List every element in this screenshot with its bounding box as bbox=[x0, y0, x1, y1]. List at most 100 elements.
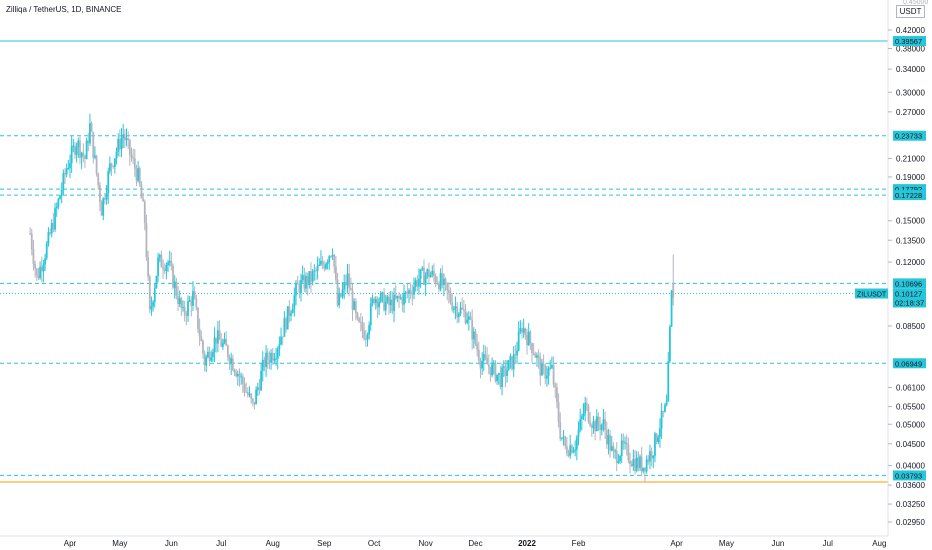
candle-body bbox=[167, 262, 169, 265]
candle-body bbox=[266, 352, 269, 360]
candle-body bbox=[564, 436, 567, 447]
candle-body bbox=[399, 297, 402, 299]
level-tag-bg bbox=[893, 470, 926, 481]
candle-body bbox=[589, 421, 592, 426]
candle-body bbox=[580, 416, 583, 420]
time-tick-label: Jul bbox=[823, 539, 833, 548]
candle-body bbox=[585, 402, 588, 406]
candle-body bbox=[192, 291, 194, 306]
candle-body bbox=[59, 195, 61, 200]
candle-body bbox=[133, 158, 136, 169]
candle-body bbox=[645, 459, 648, 472]
candle-body bbox=[90, 123, 93, 132]
candle-body bbox=[529, 331, 532, 344]
candle-body bbox=[649, 451, 651, 462]
candle-body bbox=[168, 260, 171, 263]
candle-body bbox=[582, 413, 585, 417]
candle-body bbox=[403, 292, 405, 305]
price-tick-label: 0.13500 bbox=[896, 236, 925, 245]
candle-body bbox=[406, 292, 409, 294]
price-tick-label: 0.04000 bbox=[896, 462, 925, 471]
candle-body bbox=[519, 328, 522, 332]
candle-body bbox=[454, 306, 457, 309]
candle-body bbox=[527, 331, 530, 346]
candle-body bbox=[308, 271, 311, 286]
candle-body bbox=[220, 339, 223, 347]
candle-body bbox=[436, 282, 439, 284]
time-axis[interactable]: Apr May Jun Jul Aug Sep Oct Nov Dec 2022 Feb Apr May… bbox=[64, 539, 887, 548]
candle-body bbox=[270, 352, 272, 363]
candle-body bbox=[414, 280, 417, 287]
candle-body bbox=[396, 295, 399, 299]
candle-body bbox=[452, 308, 455, 310]
candle-body bbox=[142, 198, 145, 202]
candle-body bbox=[278, 344, 281, 350]
time-tick-label: May bbox=[112, 539, 127, 548]
level-tag-bg bbox=[893, 36, 926, 47]
candle-body bbox=[238, 373, 241, 377]
candle-body bbox=[333, 254, 336, 267]
time-tick-label: Feb bbox=[572, 539, 586, 548]
candle-body bbox=[371, 298, 374, 304]
last-price-label: 0.10127 bbox=[895, 290, 922, 299]
candle-body bbox=[665, 401, 668, 406]
candle-body bbox=[514, 354, 517, 356]
price-axis-top-value: 0.45000 bbox=[903, 0, 929, 6]
candle-body bbox=[62, 172, 65, 190]
candle-body bbox=[150, 306, 153, 310]
candle-body bbox=[597, 416, 600, 425]
candle-body bbox=[246, 391, 249, 396]
candle-body bbox=[457, 313, 460, 318]
candle-body bbox=[625, 442, 628, 445]
candle-body bbox=[424, 275, 427, 285]
candle-body bbox=[359, 321, 362, 323]
candle-body bbox=[250, 393, 253, 399]
candle-body bbox=[652, 455, 655, 459]
price-tick-label: 0.03600 bbox=[896, 481, 925, 490]
candle-body bbox=[474, 331, 477, 344]
candle-body bbox=[112, 165, 115, 167]
candle-body bbox=[338, 293, 341, 306]
candle-body bbox=[108, 163, 111, 172]
symbol-tag-bg bbox=[855, 288, 888, 299]
candle-body bbox=[69, 163, 71, 169]
candle-body bbox=[147, 257, 150, 277]
candle-body bbox=[110, 163, 113, 166]
candle-body bbox=[592, 421, 595, 429]
candle-body bbox=[536, 355, 538, 358]
candle-body bbox=[198, 328, 201, 337]
candle-body bbox=[245, 391, 248, 393]
candle-body bbox=[353, 301, 356, 310]
candle-body bbox=[177, 295, 179, 305]
candle-body bbox=[604, 419, 607, 431]
candle-body bbox=[351, 290, 354, 310]
currency-selector[interactable]: USDT bbox=[896, 5, 925, 18]
price-tick-label: 0.04500 bbox=[896, 440, 925, 449]
candle-body bbox=[647, 459, 650, 462]
candle-body bbox=[526, 335, 528, 346]
candle-body bbox=[429, 274, 432, 278]
candle-body bbox=[170, 260, 173, 266]
candle-body bbox=[172, 265, 174, 288]
price-tick-label: 0.15000 bbox=[896, 217, 925, 226]
countdown-label: 02:18:37 bbox=[895, 299, 924, 308]
candle-body bbox=[80, 152, 83, 158]
candle-body bbox=[318, 264, 321, 266]
candle-body bbox=[615, 450, 618, 463]
candle-body bbox=[640, 456, 643, 472]
price-axis[interactable]: 0.42000 0.38000 0.34000 0.30000 0.27000 0.210… bbox=[888, 26, 925, 527]
candle-body bbox=[288, 306, 291, 316]
candle-body bbox=[489, 366, 492, 376]
candle-body bbox=[650, 451, 653, 459]
candle-body bbox=[295, 283, 297, 296]
candle-body bbox=[409, 290, 412, 294]
candle-body bbox=[617, 461, 620, 463]
candle-body bbox=[479, 360, 482, 369]
time-tick-label: Jun bbox=[771, 539, 784, 548]
candlestick-series bbox=[29, 113, 675, 483]
candle-body bbox=[183, 307, 186, 316]
candle-body bbox=[537, 355, 540, 358]
candle-body bbox=[575, 437, 578, 450]
level-tag-bg bbox=[893, 130, 926, 141]
